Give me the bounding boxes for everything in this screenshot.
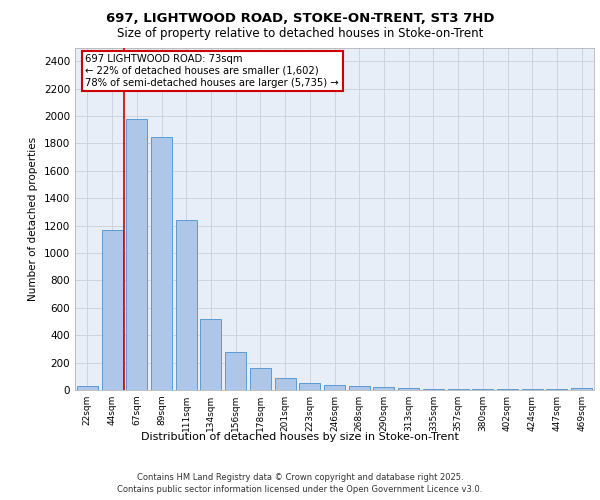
Bar xyxy=(250,368,271,390)
Text: Contains HM Land Registry data © Crown copyright and database right 2025.
Contai: Contains HM Land Registry data © Crown c… xyxy=(118,473,482,494)
Bar xyxy=(324,384,345,390)
Bar xyxy=(176,220,197,390)
Bar xyxy=(275,378,296,390)
Text: 697, LIGHTWOOD ROAD, STOKE-ON-TRENT, ST3 7HD: 697, LIGHTWOOD ROAD, STOKE-ON-TRENT, ST3… xyxy=(106,12,494,26)
Bar xyxy=(151,136,172,390)
Bar xyxy=(126,118,147,390)
Bar xyxy=(349,386,370,390)
Y-axis label: Number of detached properties: Number of detached properties xyxy=(28,136,38,301)
Bar xyxy=(398,388,419,390)
Bar xyxy=(101,230,122,390)
Bar xyxy=(200,320,221,390)
Bar xyxy=(373,388,394,390)
Bar xyxy=(225,352,246,390)
Bar xyxy=(77,386,98,390)
Bar xyxy=(571,388,592,390)
Text: Distribution of detached houses by size in Stoke-on-Trent: Distribution of detached houses by size … xyxy=(141,432,459,442)
Text: Size of property relative to detached houses in Stoke-on-Trent: Size of property relative to detached ho… xyxy=(117,28,483,40)
Text: 697 LIGHTWOOD ROAD: 73sqm
← 22% of detached houses are smaller (1,602)
78% of se: 697 LIGHTWOOD ROAD: 73sqm ← 22% of detac… xyxy=(85,54,339,88)
Bar xyxy=(299,383,320,390)
